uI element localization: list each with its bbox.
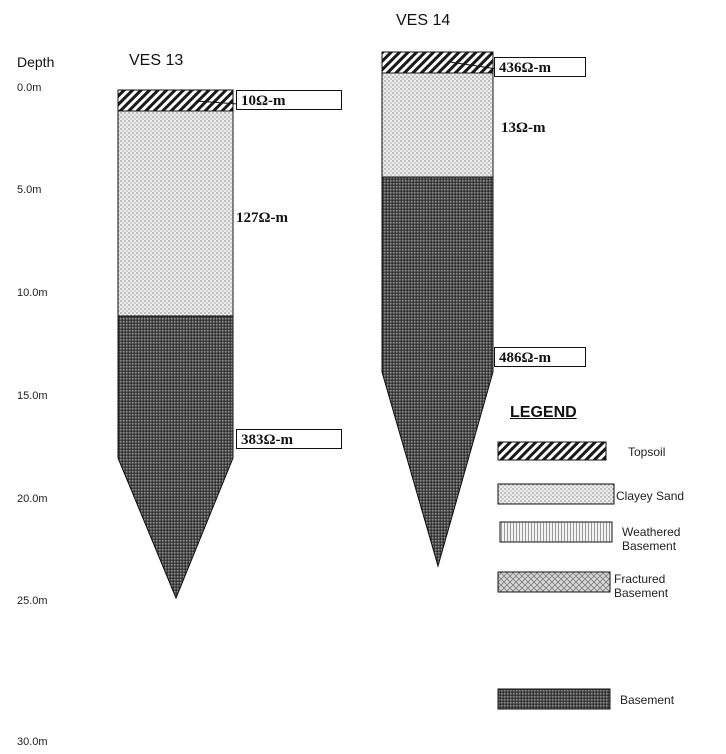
ves14-resistivity-topsoil: 436Ω-m bbox=[494, 57, 586, 77]
legend-title: LEGEND bbox=[510, 404, 577, 421]
legend-swatches bbox=[497, 441, 615, 710]
ves14-resistivity-clayey-sand: 13Ω-m bbox=[501, 120, 546, 136]
ves14-resistivity-basement: 486Ω-m bbox=[494, 347, 586, 367]
ves13-resistivity-topsoil: 10Ω-m bbox=[236, 90, 342, 110]
depth-tick: 20.0m bbox=[17, 493, 48, 505]
legend-swatch-topsoil bbox=[497, 441, 607, 461]
legend-label-topsoil: Topsoil bbox=[628, 445, 666, 459]
ves13-layer-topsoil bbox=[117, 89, 234, 112]
depth-tick: 25.0m bbox=[17, 595, 48, 607]
ves13-log bbox=[117, 89, 239, 600]
ves13-layer-basement bbox=[117, 315, 234, 600]
depth-tick: 0.0m bbox=[17, 82, 42, 94]
ves14-log bbox=[381, 51, 498, 568]
legend-label-clayey-sand: Clayey Sand bbox=[616, 489, 685, 503]
depth-tick: 30.0m bbox=[17, 736, 48, 748]
legend-label-weathered: Weathered Basement bbox=[622, 525, 681, 553]
legend-swatch-weathered bbox=[499, 521, 613, 543]
ves14-layer-clayey-sand bbox=[381, 72, 494, 178]
legend-label-basement: Basement bbox=[620, 693, 675, 707]
ves14-leader-topsoil bbox=[449, 61, 498, 70]
depth-axis-title: Depth bbox=[17, 54, 55, 70]
depth-tick: 10.0m bbox=[17, 287, 48, 299]
ves14-title: VES 14 bbox=[396, 12, 451, 29]
depth-tick: 5.0m bbox=[17, 184, 42, 196]
ves14-layer-topsoil bbox=[381, 51, 494, 74]
ves13-leader-topsoil bbox=[195, 100, 239, 105]
ves13-title: VES 13 bbox=[129, 52, 184, 69]
ves13-resistivity-clayey-sand: 127Ω-m bbox=[236, 210, 289, 226]
legend-label-fractured: Fractured Basement bbox=[614, 572, 669, 600]
legend-swatch-fractured bbox=[497, 571, 611, 593]
legend-swatch-basement bbox=[497, 688, 611, 710]
depth-tick: 15.0m bbox=[17, 390, 48, 402]
ves14-layer-basement bbox=[381, 176, 494, 568]
ves13-resistivity-basement: 383Ω-m bbox=[236, 429, 342, 449]
ves13-layer-clayey-sand bbox=[117, 110, 234, 317]
legend-swatch-clayey-sand bbox=[497, 483, 615, 505]
